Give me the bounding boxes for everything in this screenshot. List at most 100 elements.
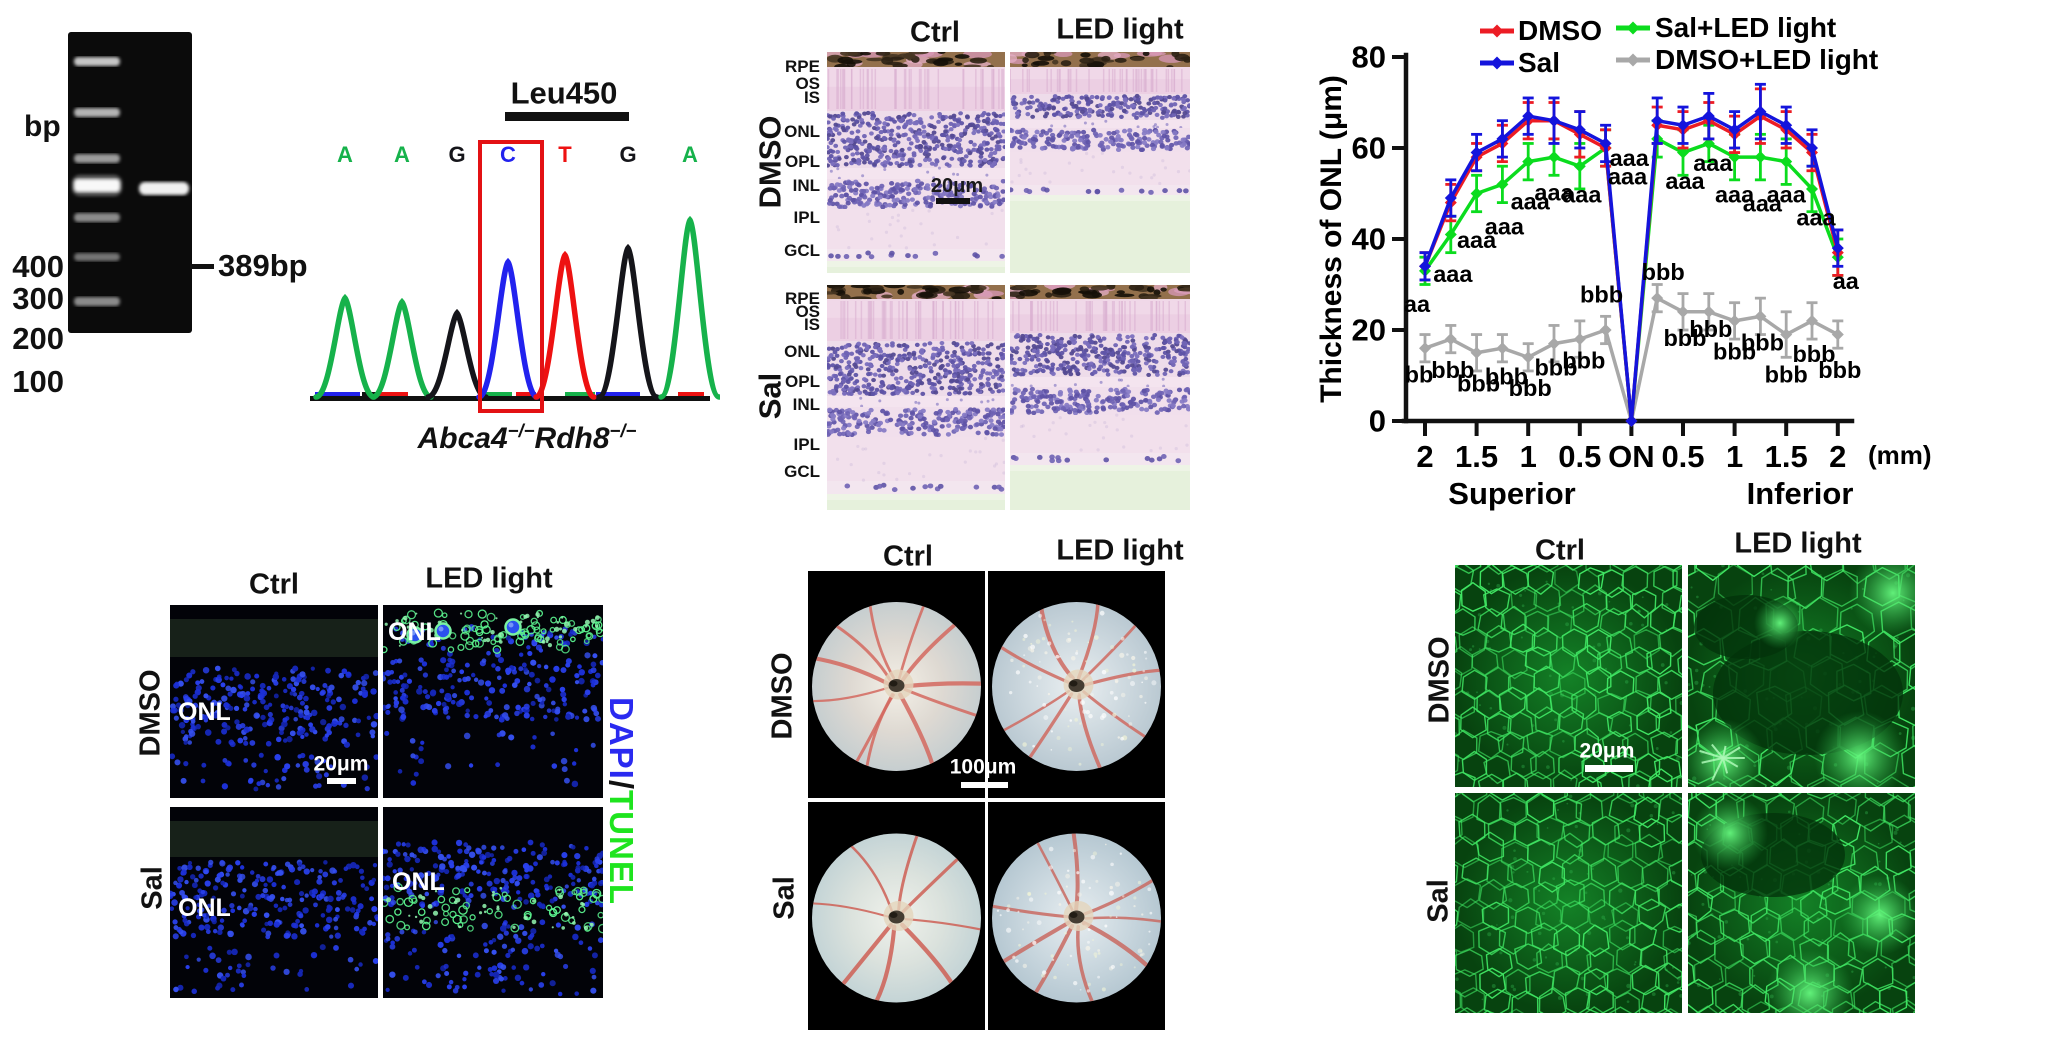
rpe-scale-bar xyxy=(1585,765,1633,772)
mutation-highlight-box xyxy=(478,140,544,413)
rpe-header-ctrl: Ctrl xyxy=(1535,534,1585,567)
base-letter: A xyxy=(394,142,410,167)
rpe-scale-label: 20μm xyxy=(1579,739,1635,763)
gel-size-300: 300 xyxy=(12,281,64,316)
histology-header-ctrl: Ctrl xyxy=(910,16,960,49)
tunel-scale-label: 20μm xyxy=(313,752,369,776)
svg-text:bbb: bbb xyxy=(1580,282,1623,308)
svg-text:0.5: 0.5 xyxy=(1661,439,1704,474)
svg-text:DMSO+LED light: DMSO+LED light xyxy=(1655,44,1878,75)
base-letter: C xyxy=(500,142,516,167)
chromatogram-trace xyxy=(300,130,720,410)
svg-text:aaa: aaa xyxy=(1610,145,1650,171)
layer-label-inl: INL xyxy=(792,176,820,195)
svg-text:(mm): (mm) xyxy=(1868,440,1932,470)
layer-label-rpe: RPE xyxy=(785,289,820,308)
stain-dapi: DAPI xyxy=(603,697,640,780)
svg-text:0.5: 0.5 xyxy=(1558,439,1601,474)
tunel-scale-bar xyxy=(327,778,356,784)
svg-text:aaa: aaa xyxy=(1457,227,1497,253)
svg-text:Sal+LED light: Sal+LED light xyxy=(1655,12,1836,43)
svg-text:aaa: aaa xyxy=(1767,182,1807,208)
svg-text:40: 40 xyxy=(1352,222,1386,257)
gel-size-400: 400 xyxy=(12,249,64,284)
svg-text:1.5: 1.5 xyxy=(1765,439,1808,474)
layer-label-opl: OPL xyxy=(785,152,820,171)
svg-text:bbb: bbb xyxy=(1642,259,1685,285)
svg-text:Sal: Sal xyxy=(1518,47,1560,78)
layer-label-inl: INL xyxy=(792,395,820,414)
tunel-row-dmso: DMSO xyxy=(134,669,167,757)
fundus-scale-label: 100μm xyxy=(949,755,1017,779)
gel-size-100: 100 xyxy=(12,364,64,399)
tunel-header-ctrl: Ctrl xyxy=(249,568,299,601)
svg-text:aaa: aaa xyxy=(1534,179,1574,205)
svg-text:aaa: aaa xyxy=(1433,261,1473,287)
onl-label: ONL xyxy=(388,618,441,646)
rpe-row-dmso: DMSO xyxy=(1423,636,1456,724)
gene-1-superscript: −/− xyxy=(507,420,535,441)
layer-label-gcl: GCL xyxy=(784,241,820,260)
svg-text:bbb: bbb xyxy=(1689,316,1732,342)
fundus-header-led: LED light xyxy=(1056,534,1184,567)
gel-image xyxy=(68,32,192,333)
gel-band-pointer xyxy=(190,264,214,269)
svg-text:bbb: bbb xyxy=(1431,357,1474,383)
svg-text:1: 1 xyxy=(1520,439,1537,474)
tunel-header-led: LED light xyxy=(425,562,553,595)
gene-2-superscript: −/− xyxy=(609,420,637,441)
svg-text:1: 1 xyxy=(1726,439,1743,474)
svg-text:aaa: aaa xyxy=(1715,182,1755,208)
fundus-row-sal: Sal xyxy=(768,876,801,920)
svg-text:aaa: aaa xyxy=(1511,188,1551,214)
fundus-header-ctrl: Ctrl xyxy=(883,540,933,573)
svg-text:Thickness of ONL (μm): Thickness of ONL (μm) xyxy=(1315,75,1348,403)
stain-slash: / xyxy=(603,779,640,791)
histology-scale-label: 20μm xyxy=(930,175,984,197)
layer-label-os: OS xyxy=(795,74,820,93)
svg-text:aaa: aaa xyxy=(1796,204,1836,230)
layer-label-onl: ONL xyxy=(784,342,820,361)
fundus-row-dmso: DMSO xyxy=(766,652,799,740)
svg-text:aa: aa xyxy=(1833,268,1860,294)
base-letter: G xyxy=(619,142,637,167)
svg-text:aaa: aaa xyxy=(1693,150,1733,176)
chromatogram-title-underline xyxy=(505,112,629,121)
svg-text:Superior: Superior xyxy=(1448,476,1575,511)
svg-text:aaa: aaa xyxy=(1562,182,1602,208)
histology-scale-bar xyxy=(936,198,970,204)
svg-text:bbb: bbb xyxy=(1792,341,1835,367)
histology-header-led: LED light xyxy=(1056,13,1184,46)
svg-text:bbb: bbb xyxy=(1765,361,1808,387)
gel-size-200: 200 xyxy=(12,321,64,356)
layer-label-ipl: IPL xyxy=(793,208,820,227)
svg-text:bbb: bbb xyxy=(1485,364,1528,390)
svg-text:bbb: bbb xyxy=(1663,325,1706,351)
layer-label-ipl: IPL xyxy=(793,435,820,454)
svg-text:bbb: bbb xyxy=(1562,348,1605,374)
svg-text:bbb: bbb xyxy=(1534,355,1577,381)
svg-text:bbb: bbb xyxy=(1457,370,1500,396)
svg-text:60: 60 xyxy=(1352,131,1386,166)
layer-label-is: IS xyxy=(803,315,820,334)
base-letter: A xyxy=(682,142,698,167)
layer-label-rpe: RPE xyxy=(785,57,820,76)
base-letter: G xyxy=(448,142,466,167)
svg-text:bbb: bbb xyxy=(1713,339,1756,365)
stain-legend-dapi-tunel: DAPI/TUNEL xyxy=(602,697,640,905)
svg-text:2: 2 xyxy=(1416,439,1433,474)
svg-text:Inferior: Inferior xyxy=(1747,476,1854,511)
gel-unit-label: bp xyxy=(24,110,61,143)
genotype-caption: Abca4−/−Rdh8−/− xyxy=(417,420,637,455)
base-letter: A xyxy=(337,142,353,167)
panel-gel xyxy=(0,0,320,340)
chromatogram-title: Leu450 xyxy=(510,75,618,111)
layer-label-opl: OPL xyxy=(785,372,820,391)
base-letter: T xyxy=(558,142,572,167)
rpe-row-sal: Sal xyxy=(1422,879,1455,923)
gene-1: Abca4 xyxy=(417,422,508,455)
svg-text:DMSO: DMSO xyxy=(1518,15,1602,46)
svg-text:bb: bb xyxy=(1405,361,1434,387)
